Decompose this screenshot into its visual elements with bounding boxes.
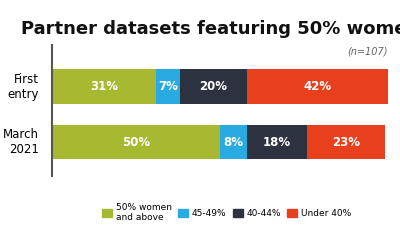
Bar bbox=[52, 70, 156, 104]
Text: 31%: 31% bbox=[90, 80, 118, 93]
Legend: 50% women
and above, 45-49%, 40-44%, Under 40%: 50% women and above, 45-49%, 40-44%, Und… bbox=[99, 199, 354, 225]
Text: 42%: 42% bbox=[303, 80, 332, 93]
Text: 7%: 7% bbox=[158, 80, 178, 93]
Bar bbox=[220, 125, 247, 159]
Text: (n=107): (n=107) bbox=[348, 47, 388, 57]
Bar bbox=[52, 125, 220, 159]
Bar bbox=[307, 125, 385, 159]
Text: 8%: 8% bbox=[224, 136, 244, 149]
Title: Partner datasets featuring 50% women: Partner datasets featuring 50% women bbox=[21, 20, 400, 38]
Bar bbox=[247, 125, 307, 159]
Text: 20%: 20% bbox=[199, 80, 227, 93]
Bar bbox=[156, 70, 180, 104]
Text: 18%: 18% bbox=[263, 136, 291, 149]
Text: 23%: 23% bbox=[332, 136, 360, 149]
Bar bbox=[247, 70, 388, 104]
Text: 50%: 50% bbox=[122, 136, 150, 149]
Bar bbox=[180, 70, 247, 104]
